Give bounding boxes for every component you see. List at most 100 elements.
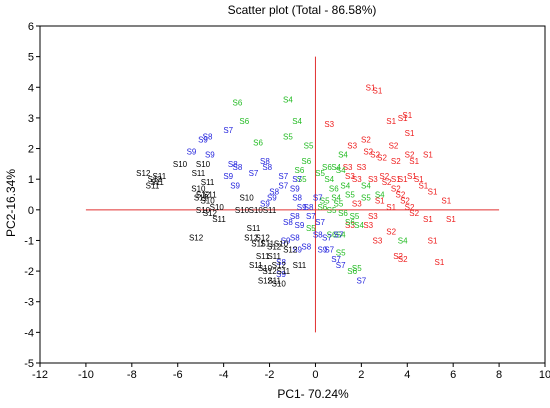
point-label-s1: S1 [398, 114, 408, 123]
point-label-s10: S10 [239, 194, 254, 203]
point-label-s12: S12 [196, 191, 211, 200]
reference-lines [85, 56, 500, 333]
point-label-s1: S1 [405, 129, 415, 138]
point-label-s3: S3 [345, 221, 355, 230]
point-label-s5: S5 [297, 175, 307, 184]
point-label-s5: S5 [283, 132, 293, 141]
point-label-s2: S2 [398, 255, 408, 264]
x-tick-label: -12 [32, 369, 48, 381]
point-label-s7: S7 [313, 194, 323, 203]
point-label-s10: S10 [200, 197, 215, 206]
y-axis-title: PC2-16.34% [4, 169, 18, 237]
point-label-s6: S6 [345, 218, 355, 227]
point-label-s3: S3 [352, 175, 362, 184]
y-tick-label: -1 [24, 235, 34, 247]
point-label-s4: S4 [338, 151, 348, 160]
point-label-s4: S4 [340, 181, 350, 190]
point-label-s1: S1 [423, 215, 433, 224]
point-label-s6: S6 [317, 203, 327, 212]
point-label-s4: S4 [336, 166, 346, 175]
point-label-s9: S9 [205, 151, 215, 160]
x-tick-label: -6 [173, 369, 183, 381]
point-label-s2: S2 [409, 209, 419, 218]
x-tick-label: -10 [78, 369, 94, 381]
point-label-s5: S5 [315, 169, 325, 178]
point-label-s6: S6 [329, 184, 339, 193]
point-label-s12: S12 [272, 261, 287, 270]
point-label-s1: S1 [409, 157, 419, 166]
point-label-s5: S5 [361, 194, 371, 203]
point-label-s2: S2 [400, 197, 410, 206]
y-tick-label: -2 [24, 266, 34, 278]
y-tick-label: 3 [28, 113, 34, 125]
point-label-s9: S9 [292, 246, 302, 255]
point-label-s4: S4 [375, 191, 385, 200]
point-label-s4: S4 [336, 230, 346, 239]
point-label-s3: S3 [368, 175, 378, 184]
point-label-s8: S8 [233, 163, 243, 172]
point-label-s8: S8 [290, 233, 300, 242]
point-label-s10: S10 [235, 206, 250, 215]
point-label-s7: S7 [322, 233, 332, 242]
point-label-s10: S10 [173, 160, 188, 169]
point-label-s1: S1 [386, 203, 396, 212]
x-tick-label: -2 [265, 369, 275, 381]
point-label-s6: S6 [322, 163, 332, 172]
point-label-s11: S11 [276, 267, 290, 276]
point-label-s3: S3 [356, 163, 366, 172]
x-tick-label: -4 [219, 369, 229, 381]
point-label-s5: S5 [304, 141, 314, 150]
point-label-s11: S11 [256, 252, 270, 261]
point-label-s5: S5 [336, 249, 346, 258]
point-label-s8: S8 [276, 258, 286, 267]
point-label-s6: S6 [233, 99, 243, 108]
point-label-s8: S8 [228, 160, 238, 169]
point-label-s1: S1 [418, 181, 428, 190]
point-label-s7: S7 [315, 218, 325, 227]
point-label-s1: S1 [375, 197, 385, 206]
point-label-s4: S4 [398, 236, 408, 245]
x-tick-label: 4 [404, 369, 410, 381]
point-label-s8: S8 [283, 218, 293, 227]
point-label-s8: S8 [313, 230, 323, 239]
point-label-s1: S1 [391, 175, 401, 184]
y-tick-label: -4 [24, 327, 34, 339]
point-label-s6: S6 [301, 157, 311, 166]
point-label-s2: S2 [382, 178, 392, 187]
point-label-s10: S10 [191, 184, 206, 193]
point-label-s8: S8 [290, 212, 300, 221]
point-label-s11: S11 [260, 240, 274, 249]
point-label-s12: S12 [148, 175, 163, 184]
point-label-s4: S4 [324, 175, 334, 184]
point-label-s2: S2 [363, 148, 373, 157]
point-label-s2: S2 [405, 151, 415, 160]
point-label-s6: S6 [327, 230, 337, 239]
point-label-s2: S2 [389, 141, 399, 150]
point-label-s5: S5 [320, 197, 330, 206]
point-label-s1: S1 [435, 258, 445, 267]
point-label-s12: S12 [258, 276, 273, 285]
point-label-s7: S7 [306, 212, 316, 221]
point-label-s6: S6 [253, 138, 263, 147]
point-label-s12: S12 [283, 246, 298, 255]
point-label-s1: S1 [402, 111, 412, 120]
x-tick-label: -8 [127, 369, 137, 381]
point-label-s9: S9 [230, 181, 240, 190]
point-label-s11: S11 [150, 178, 164, 187]
point-label-s8: S8 [292, 194, 302, 203]
point-label-s11: S11 [293, 261, 307, 270]
y-tick-label: 2 [28, 144, 34, 156]
point-label-s3: S3 [324, 120, 334, 129]
x-tick-label: 0 [312, 369, 318, 381]
point-label-s8: S8 [260, 157, 270, 166]
point-label-s11: S11 [153, 172, 167, 181]
point-label-s10: S10 [249, 206, 264, 215]
x-tick-label: 8 [496, 369, 502, 381]
point-label-s11: S11 [249, 261, 263, 270]
y-tick-label: 4 [28, 82, 34, 94]
point-label-s5: S5 [327, 206, 337, 215]
point-label-s2: S2 [391, 184, 401, 193]
